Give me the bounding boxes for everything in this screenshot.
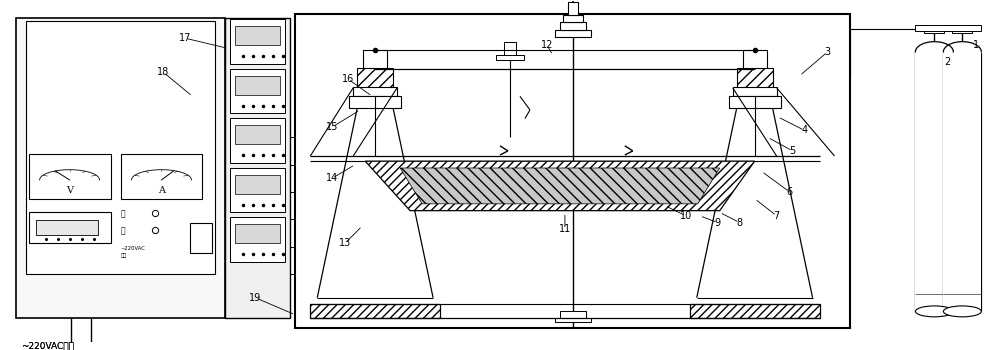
- Bar: [560, 311, 586, 317]
- Text: 3: 3: [824, 47, 831, 57]
- Bar: [190, 223, 212, 253]
- Bar: [310, 304, 440, 317]
- Bar: [357, 68, 393, 88]
- Text: 输出: 输出: [121, 253, 127, 258]
- Text: 关: 关: [121, 227, 125, 236]
- Bar: [225, 18, 290, 318]
- Bar: [733, 88, 777, 96]
- Text: 6: 6: [787, 187, 793, 197]
- Bar: [353, 88, 397, 96]
- Text: 10: 10: [680, 211, 692, 221]
- Text: 4: 4: [802, 125, 808, 135]
- Bar: [504, 42, 516, 55]
- Bar: [915, 52, 953, 312]
- Text: ~220VAC: ~220VAC: [121, 246, 145, 251]
- Bar: [16, 18, 225, 318]
- Bar: [230, 168, 285, 212]
- Bar: [235, 76, 280, 95]
- Bar: [230, 20, 285, 64]
- Text: 7: 7: [773, 211, 780, 221]
- Bar: [743, 50, 767, 69]
- Bar: [121, 154, 202, 199]
- Text: 18: 18: [157, 68, 170, 77]
- Bar: [555, 317, 591, 322]
- Text: ~220VAC输入: ~220VAC输入: [21, 341, 74, 350]
- Bar: [36, 220, 98, 235]
- Bar: [235, 175, 280, 194]
- Text: 1: 1: [973, 40, 979, 50]
- Ellipse shape: [915, 306, 953, 317]
- Bar: [29, 212, 111, 243]
- Text: 12: 12: [541, 40, 553, 50]
- Text: 13: 13: [339, 238, 351, 248]
- Bar: [235, 125, 280, 144]
- Bar: [230, 119, 285, 163]
- Bar: [29, 154, 111, 199]
- Text: 16: 16: [342, 74, 354, 84]
- Text: 17: 17: [179, 33, 192, 43]
- Bar: [568, 2, 578, 15]
- Ellipse shape: [943, 306, 981, 317]
- Bar: [235, 26, 280, 45]
- Text: 5: 5: [789, 146, 796, 156]
- Bar: [230, 69, 285, 113]
- Text: A: A: [158, 186, 165, 195]
- Bar: [235, 224, 280, 243]
- Text: 8: 8: [737, 218, 743, 228]
- Text: ~220VAC输入: ~220VAC输入: [21, 341, 74, 350]
- Bar: [924, 30, 944, 33]
- Text: 15: 15: [326, 122, 338, 132]
- Text: V: V: [66, 186, 73, 195]
- Bar: [737, 68, 773, 88]
- Text: 开: 开: [121, 210, 125, 219]
- Polygon shape: [365, 161, 755, 211]
- Text: 14: 14: [326, 173, 338, 183]
- Bar: [363, 50, 387, 69]
- Bar: [943, 52, 981, 312]
- Polygon shape: [400, 168, 720, 204]
- Bar: [560, 22, 586, 30]
- Bar: [729, 96, 781, 108]
- Text: 2: 2: [944, 57, 951, 67]
- Text: 9: 9: [715, 218, 721, 228]
- Bar: [690, 304, 820, 317]
- Bar: [230, 217, 285, 262]
- Bar: [26, 21, 215, 274]
- Bar: [349, 96, 401, 108]
- Bar: [952, 30, 972, 33]
- Bar: [915, 25, 981, 32]
- Bar: [563, 15, 583, 22]
- Bar: [555, 30, 591, 36]
- Text: 19: 19: [249, 293, 261, 303]
- Bar: [295, 14, 850, 328]
- Bar: [496, 55, 524, 61]
- Text: 11: 11: [559, 224, 571, 234]
